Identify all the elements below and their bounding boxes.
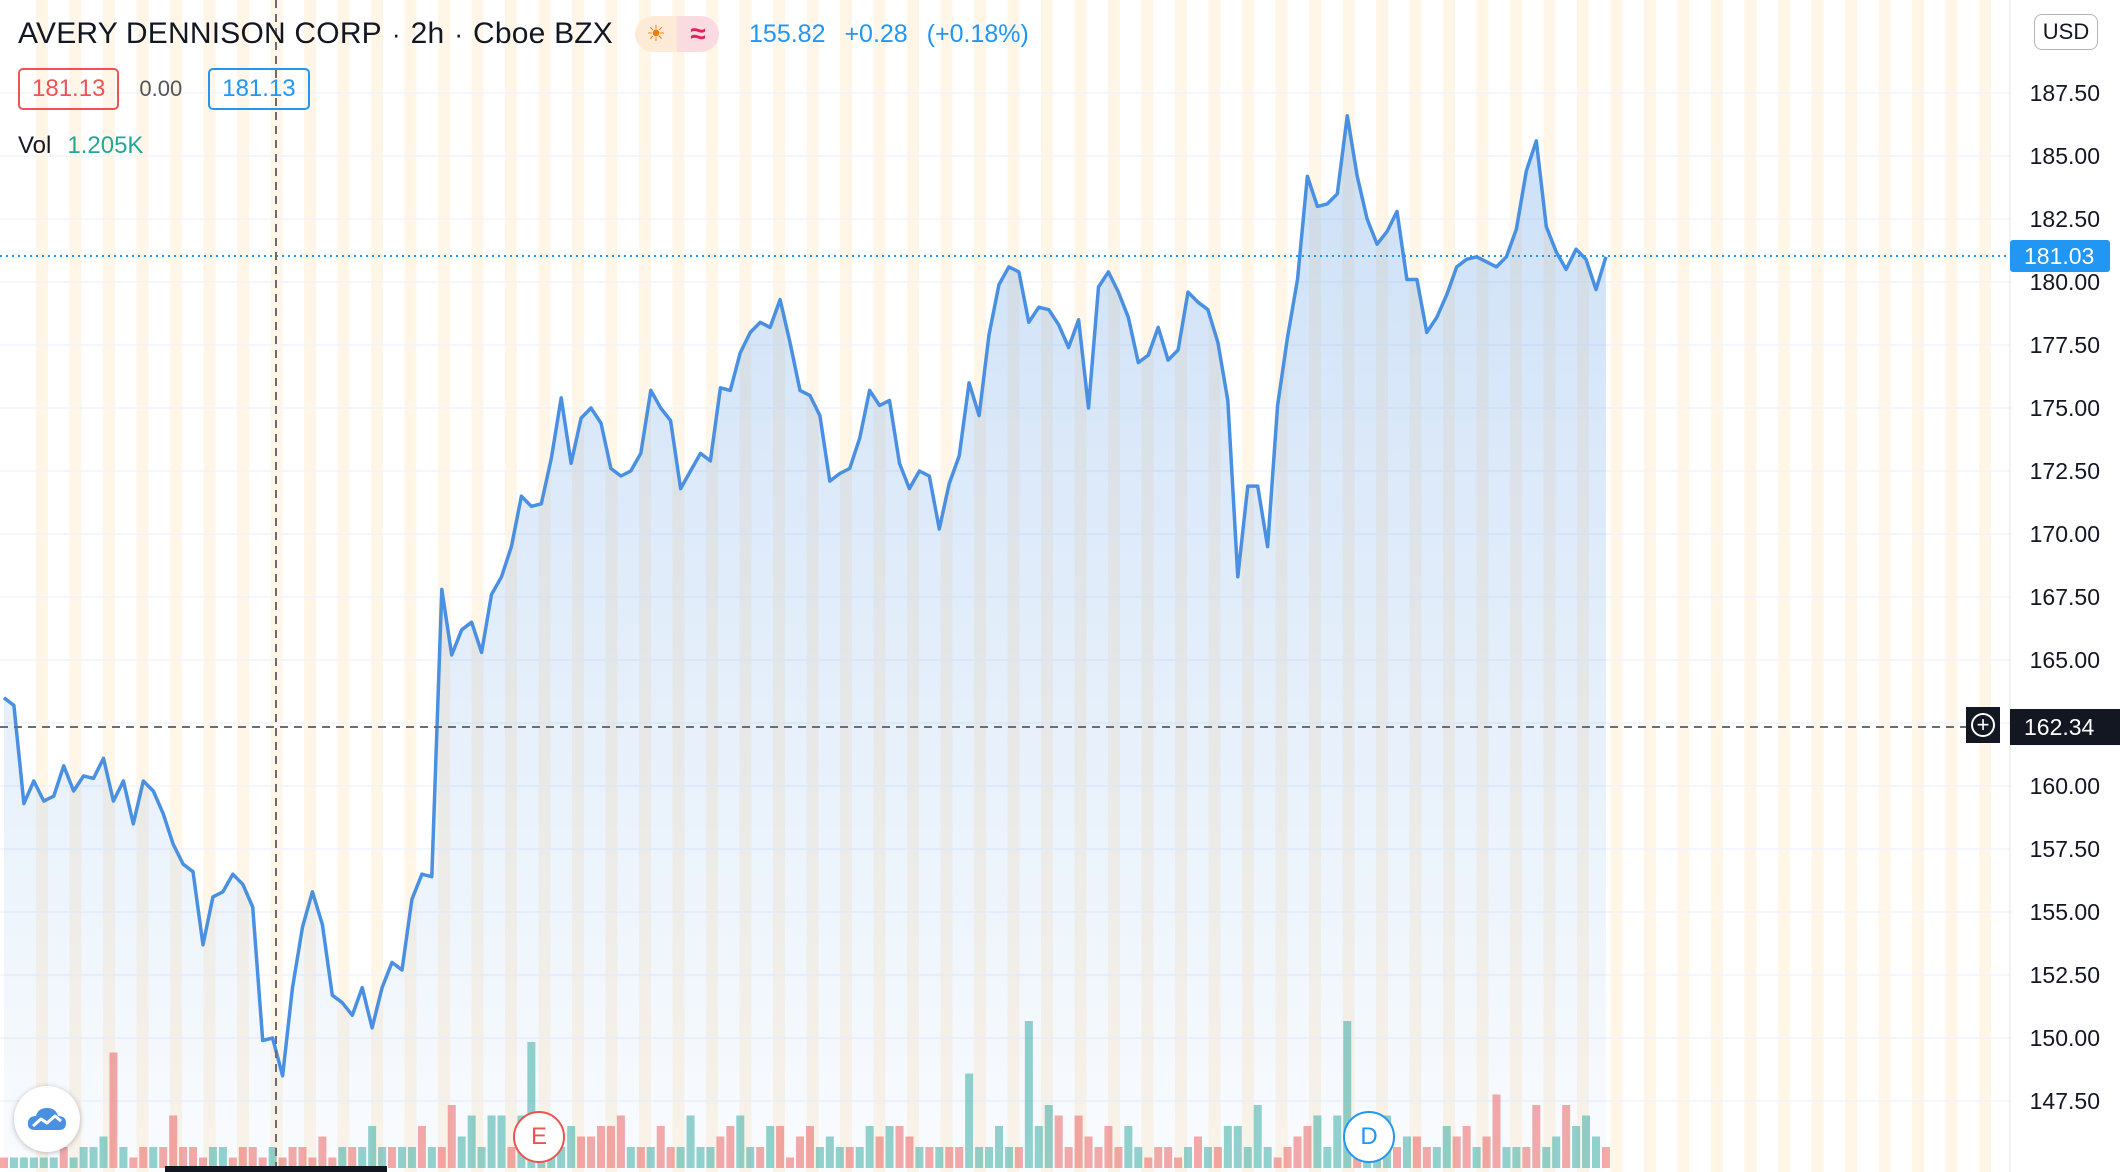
volume-bar [1601, 1147, 1610, 1168]
session-flags[interactable]: ☀ ≈ [635, 16, 720, 52]
price-axis[interactable]: 147.50 150.00 152.50 155.00 157.50 160.00 162.… [2009, 0, 2120, 1172]
session-band [337, 0, 350, 1172]
sell-price-button[interactable]: 181.13 [18, 68, 120, 110]
buy-price-button[interactable]: 181.13 [208, 68, 310, 110]
session-band [1610, 0, 1623, 1172]
price-tick-label: 155.00 [2030, 899, 2100, 925]
crosshair-price-label: 162.34 [2010, 709, 2120, 746]
price-tick-label: 152.50 [2030, 962, 2100, 988]
separator: · [454, 18, 464, 49]
session-band [270, 0, 283, 1172]
session-band [1677, 0, 1690, 1172]
price-tick-label: 177.50 [2030, 332, 2100, 358]
session-band [1778, 0, 1790, 1172]
session-band [1711, 0, 1723, 1172]
price-area-fill [4, 115, 1606, 1172]
volume-label[interactable]: Vol [18, 132, 52, 159]
price-tick-label: 157.50 [2030, 836, 2100, 862]
dividend-marker[interactable]: D [1343, 1111, 1395, 1163]
session-band [1644, 0, 1656, 1172]
session-band [1744, 0, 1757, 1172]
quote-change-percent: (+0.18%) [926, 19, 1029, 48]
session-band [1878, 0, 1891, 1172]
exchange-label: Cboe BZX [473, 17, 614, 50]
symbol-name[interactable]: AVERY DENNISON CORP [18, 17, 382, 50]
delayed-data-icon: ≈ [677, 16, 720, 52]
session-band [304, 0, 316, 1172]
volume-legend: Vol 1.205K [18, 128, 143, 164]
interval-label[interactable]: 2h [410, 17, 445, 50]
separator: · [391, 18, 401, 49]
session-band [1979, 0, 1991, 1172]
session-band [1912, 0, 1924, 1172]
price-tick-label: 182.50 [2030, 206, 2100, 232]
quote-change: +0.28 [844, 19, 908, 48]
quote-summary: 155.82 +0.28 (+0.18%) [749, 20, 1041, 49]
earnings-marker[interactable]: E [513, 1111, 565, 1163]
price-tick-label: 172.50 [2030, 458, 2100, 484]
price-line [2, 113, 1608, 1078]
price-tick-label: 165.00 [2030, 647, 2100, 673]
price-tick-label: 185.00 [2030, 143, 2100, 169]
price-tick-label: 187.50 [2030, 80, 2100, 106]
crosshair-plus-icon: + [1971, 713, 1995, 737]
session-band [1811, 0, 1824, 1172]
symbol-header: AVERY DENNISON CORP · 2h · Cboe BZX ☀ ≈ … [18, 12, 1041, 56]
session-band [404, 0, 417, 1172]
last-price-value: 181.03 [2024, 243, 2094, 269]
price-tick-label: 167.50 [2030, 584, 2100, 610]
crosshair-price-value: 162.34 [2024, 714, 2095, 740]
cloud-logo-icon[interactable] [14, 1086, 80, 1152]
add-alert-button[interactable]: + [1966, 707, 2000, 743]
volume-value: 1.205K [67, 132, 144, 159]
price-tick-label: 150.00 [2030, 1025, 2100, 1051]
sun-icon: ☀ [635, 16, 678, 52]
price-tick-label: 180.00 [2030, 269, 2100, 295]
spread-value: 0.00 [139, 76, 183, 101]
session-band [371, 0, 383, 1172]
price-tick-label: 170.00 [2030, 521, 2100, 547]
session-band [1845, 0, 1857, 1172]
session-band [203, 0, 216, 1172]
bid-ask-row: 181.13 0.00 181.13 [18, 66, 310, 112]
currency-button[interactable]: USD [2034, 14, 2098, 50]
last-price-label: 181.03 [2010, 240, 2110, 273]
price-axis-background [2010, 0, 2120, 1172]
price-tick-label: 160.00 [2030, 773, 2100, 799]
price-tick-label: 147.50 [2030, 1088, 2100, 1114]
scroll-handle[interactable] [165, 1166, 387, 1172]
session-band [1945, 0, 1958, 1172]
price-tick-label: 175.00 [2030, 395, 2100, 421]
quote-value: 155.82 [749, 19, 826, 48]
